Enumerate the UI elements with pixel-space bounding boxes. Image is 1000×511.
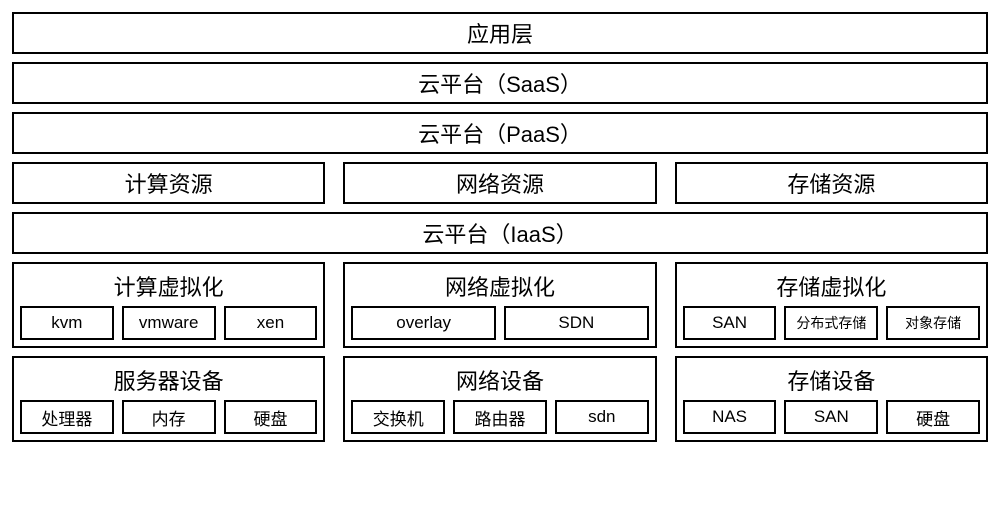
group-storage-virt: 存储虚拟化 SAN 分布式存储 对象存储 — [675, 262, 988, 348]
group-network-hw: 网络设备 交换机 路由器 sdn — [343, 356, 656, 442]
hw-storage-item-1: SAN — [784, 400, 878, 434]
virt-compute-item-0: kvm — [20, 306, 114, 340]
group-title-network-hw: 网络设备 — [351, 362, 648, 400]
group-title-compute-virt: 计算虚拟化 — [20, 268, 317, 306]
hw-storage-item-2: 硬盘 — [886, 400, 980, 434]
group-title-compute-hw: 服务器设备 — [20, 362, 317, 400]
hw-network-item-2: sdn — [555, 400, 649, 434]
layer-application: 应用层 — [12, 12, 988, 54]
hw-compute-item-0: 处理器 — [20, 400, 114, 434]
group-network-virt: 网络虚拟化 overlay SDN — [343, 262, 656, 348]
resource-network: 网络资源 — [343, 162, 656, 204]
layer-iaas: 云平台（IaaS） — [12, 212, 988, 254]
hw-storage-item-0: NAS — [683, 400, 777, 434]
group-compute-hw: 服务器设备 处理器 内存 硬盘 — [12, 356, 325, 442]
hw-compute-item-2: 硬盘 — [224, 400, 318, 434]
virt-network-item-1: SDN — [504, 306, 649, 340]
virt-storage-item-0: SAN — [683, 306, 777, 340]
virt-compute-item-2: xen — [224, 306, 318, 340]
virt-storage-item-2: 对象存储 — [886, 306, 980, 340]
layer-paas: 云平台（PaaS） — [12, 112, 988, 154]
hw-network-item-0: 交换机 — [351, 400, 445, 434]
group-title-network-virt: 网络虚拟化 — [351, 268, 648, 306]
layer-saas: 云平台（SaaS） — [12, 62, 988, 104]
group-title-storage-hw: 存储设备 — [683, 362, 980, 400]
resource-storage: 存储资源 — [675, 162, 988, 204]
hw-network-item-1: 路由器 — [453, 400, 547, 434]
virt-network-item-0: overlay — [351, 306, 496, 340]
virt-compute-item-1: vmware — [122, 306, 216, 340]
resource-compute: 计算资源 — [12, 162, 325, 204]
group-storage-hw: 存储设备 NAS SAN 硬盘 — [675, 356, 988, 442]
group-compute-virt: 计算虚拟化 kvm vmware xen — [12, 262, 325, 348]
virt-storage-item-1: 分布式存储 — [784, 306, 878, 340]
group-title-storage-virt: 存储虚拟化 — [683, 268, 980, 306]
hw-compute-item-1: 内存 — [122, 400, 216, 434]
